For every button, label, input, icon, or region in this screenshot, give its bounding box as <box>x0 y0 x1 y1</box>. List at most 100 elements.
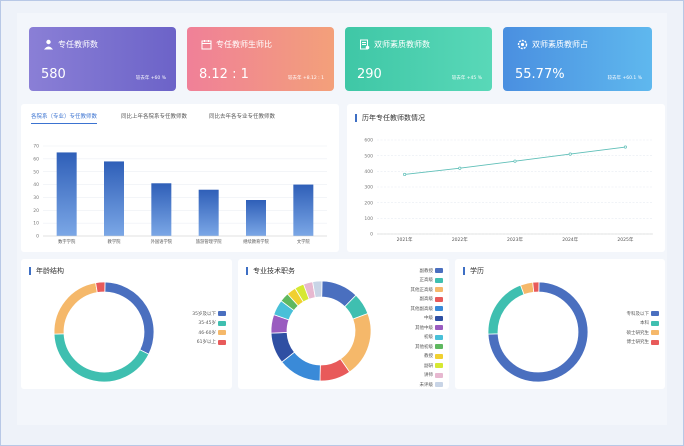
legend-item[interactable]: 其他初级 <box>411 342 443 352</box>
legend-item[interactable]: 正高级 <box>411 276 443 286</box>
tab-department-yoy[interactable]: 同比上年各院系专任教师数 <box>121 114 188 120</box>
panel-title: 专业技术职务 <box>246 267 295 275</box>
legend-label: 教授 <box>424 354 433 360</box>
department-teacher-panel: 各院系（专业）专任教师数 同比上年各院系专任教师数 同比去年各专业专任教师数 0… <box>21 104 339 252</box>
legend-item[interactable]: 35-45岁 <box>192 319 226 329</box>
kpi-yoy: 较去年 +8.12 : 1 <box>288 76 324 81</box>
legend-swatch <box>218 320 226 326</box>
y-tick-label: 300 <box>364 185 373 191</box>
y-tick-label: 40 <box>33 182 39 188</box>
legend-swatch <box>218 339 226 345</box>
legend-label: 副高级 <box>419 297 434 303</box>
line-chart: 0 100 200 300 400 500 600 2021年 2022年 2023年 2024年 2… <box>364 138 653 243</box>
legend-item[interactable]: 博士研究生 <box>627 338 659 348</box>
x-tick-label: 继续教育学院 <box>243 238 269 245</box>
legend-item[interactable]: 初级 <box>411 333 443 343</box>
x-tick-label: 旅游管理学院 <box>196 238 222 245</box>
y-tick-label: 30 <box>33 195 39 201</box>
legend-label: 其他正高级 <box>410 287 434 293</box>
age-structure-panel: 年龄结构 35岁及以下 35-45岁 46-60岁 61岁以上 <box>21 259 232 389</box>
yearly-teacher-panel: 历年专任教师数情况 0 100 200 300 400 500 600 2021年 2022年 2… <box>347 104 665 252</box>
certificate-icon <box>359 39 370 50</box>
legend-label: 35-45岁 <box>198 321 216 327</box>
pie-slice[interactable] <box>95 281 106 294</box>
legend-swatch <box>651 330 659 336</box>
legend-item[interactable]: 专科及以下 <box>627 309 659 319</box>
bar[interactable] <box>56 152 77 236</box>
kpi-yoy: 较去年 +60 % <box>135 76 166 81</box>
y-tick-label: 70 <box>33 144 39 150</box>
tech-title-panel: 专业技术职务 副教授 正高级 其他正高级副高级 其他副高级 中级 其他中级初级 其他初级教授… <box>238 259 449 389</box>
data-point[interactable] <box>458 166 462 170</box>
kpi-title: 专任教师数 <box>58 40 98 49</box>
pie-slice[interactable] <box>532 281 540 293</box>
legend-item[interactable]: 35岁及以下 <box>192 309 226 319</box>
panel-title: 历年专任教师数情况 <box>355 114 425 122</box>
legend-swatch <box>435 325 443 331</box>
legend-item[interactable]: 61岁以上 <box>192 338 226 348</box>
legend-item[interactable]: 本科 <box>627 319 659 329</box>
pie-slice[interactable] <box>104 281 155 355</box>
y-tick-label: 500 <box>364 153 373 159</box>
legend-swatch <box>435 372 443 378</box>
legend-label: 35岁及以下 <box>192 311 216 317</box>
tab-major-yoy[interactable]: 同比去年各专业专任教师数 <box>209 114 276 120</box>
legend-item[interactable]: 46-60岁 <box>192 328 226 338</box>
legend-item[interactable]: 副教授 <box>411 266 443 276</box>
legend-item[interactable]: 讲师 <box>411 371 443 381</box>
y-tick-label: 600 <box>364 138 373 144</box>
legend-swatch <box>435 268 443 274</box>
legend-item[interactable]: 教授 <box>411 352 443 362</box>
legend-label: 46-60岁 <box>198 330 216 336</box>
y-tick-label: 10 <box>33 221 39 227</box>
legend-item[interactable]: 其他正高级 <box>410 285 443 295</box>
bar[interactable] <box>151 183 172 236</box>
pie-slice[interactable] <box>53 282 98 335</box>
y-tick-label: 100 <box>364 216 373 222</box>
kpi-value: 55.77% <box>515 67 565 82</box>
legend-item[interactable]: 其他中级 <box>411 323 443 333</box>
legend-label: 本科 <box>640 321 649 327</box>
x-tick-label: 数字学院 <box>58 238 76 245</box>
legend-label: 硕士研究生 <box>626 330 650 336</box>
kpi-card-dual-teacher-ratio[interactable]: 双师素质教师占 55.77% 较去年 +60.1 % <box>503 27 652 91</box>
legend-item[interactable]: 硕士研究生 <box>626 328 659 338</box>
pie-slice[interactable] <box>339 313 372 373</box>
pie-slice[interactable] <box>312 280 323 298</box>
tech-donut-chart <box>270 280 372 382</box>
legend-swatch <box>435 296 443 302</box>
kpi-title: 专任教师生师比 <box>216 40 272 49</box>
calendar-icon <box>201 39 212 50</box>
bar[interactable] <box>104 161 124 236</box>
kpi-card-dual-teacher-count[interactable]: 双师素质教师数 290 较去年 +45 % <box>345 27 492 91</box>
legend-label: 副研 <box>424 363 433 369</box>
bar[interactable] <box>198 189 219 236</box>
data-point[interactable] <box>403 172 407 177</box>
legend-swatch <box>435 315 443 321</box>
pie-slice[interactable] <box>487 284 525 335</box>
legend-label: 未评级 <box>419 382 434 388</box>
legend-swatch <box>435 382 443 388</box>
kpi-title: 双师素质教师占 <box>532 40 588 49</box>
legend-label: 讲师 <box>424 373 433 379</box>
bar[interactable] <box>246 200 266 236</box>
bar[interactable] <box>293 184 314 236</box>
x-tick-label: 2022年 <box>452 236 468 243</box>
pie-slice[interactable] <box>53 333 150 383</box>
kpi-value: 290 <box>357 67 382 82</box>
legend-item[interactable]: 其他副高级 <box>411 304 443 314</box>
data-point[interactable] <box>513 159 517 163</box>
kpi-card-teacher-count[interactable]: 专任教师数 580 较去年 +60 % <box>29 27 176 91</box>
y-tick-label: 400 <box>364 169 373 175</box>
tab-department[interactable]: 各院系（专业）专任教师数 <box>31 112 98 124</box>
data-point[interactable] <box>568 152 572 156</box>
data-point[interactable] <box>623 145 627 149</box>
legend-item[interactable]: 副高级 <box>411 295 443 305</box>
bar-chart: 0 10 20 30 40 50 60 70 数字学院 教学院 外国语学院 旅游管理学院 继续教育学院 文… <box>33 144 327 245</box>
legend-item[interactable]: 副研 <box>411 361 443 371</box>
legend-label: 初级 <box>424 335 433 341</box>
kpi-yoy: 较去年 +60.1 % <box>607 76 642 81</box>
legend-item[interactable]: 中级 <box>411 314 443 324</box>
legend-item[interactable]: 未评级 <box>411 380 443 390</box>
kpi-card-student-teacher-ratio[interactable]: 专任教师生师比 8.12 : 1 较去年 +8.12 : 1 <box>187 27 334 91</box>
